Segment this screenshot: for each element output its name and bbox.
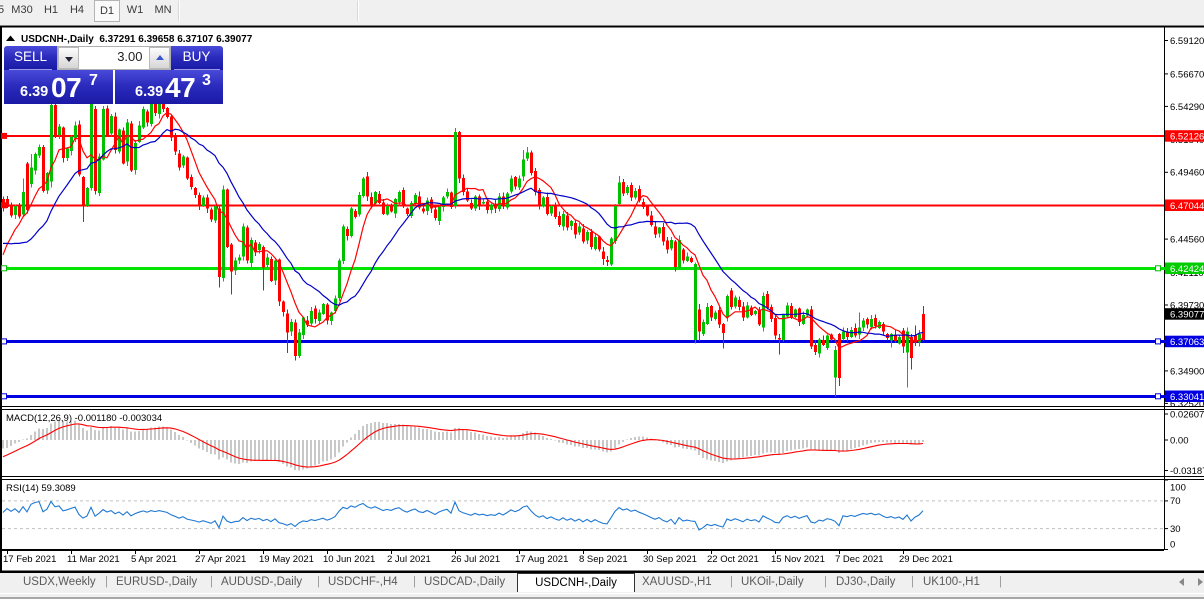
svg-text:7 Dec 2021: 7 Dec 2021 <box>835 554 884 565</box>
svg-text:30 Sep 2021: 30 Sep 2021 <box>643 554 697 565</box>
svg-text:6.37063: 6.37063 <box>1170 337 1204 348</box>
svg-text:-0.03187: -0.03187 <box>1170 466 1204 477</box>
svg-text:6.42424: 6.42424 <box>1170 264 1204 275</box>
svg-text:11 Mar 2021: 11 Mar 2021 <box>67 554 120 565</box>
svg-text:6.49460: 6.49460 <box>1170 168 1204 179</box>
svg-text:6.33041: 6.33041 <box>1170 392 1204 403</box>
svg-text:27 Apr 2021: 27 Apr 2021 <box>195 554 246 565</box>
svg-text:10 Jun 2021: 10 Jun 2021 <box>323 554 375 565</box>
svg-text:17 Feb 2021: 17 Feb 2021 <box>3 554 56 565</box>
svg-text:0: 0 <box>1170 539 1175 550</box>
svg-text:6.44560: 6.44560 <box>1170 235 1204 246</box>
svg-text:26 Jul 2021: 26 Jul 2021 <box>451 554 500 565</box>
svg-text:6.47044: 6.47044 <box>1170 201 1204 212</box>
svg-text:6.39730: 6.39730 <box>1170 300 1204 311</box>
svg-text:6.34900: 6.34900 <box>1170 366 1204 377</box>
svg-text:29 Dec 2021: 29 Dec 2021 <box>899 554 953 565</box>
svg-text:8 Sep 2021: 8 Sep 2021 <box>579 554 628 565</box>
svg-text:MACD(12,26,9) -0.001180 -0.003: MACD(12,26,9) -0.001180 -0.003034 <box>6 413 162 424</box>
svg-text:0.00: 0.00 <box>1170 435 1189 446</box>
svg-text:17 Aug 2021: 17 Aug 2021 <box>515 554 568 565</box>
svg-text:6.56670: 6.56670 <box>1170 69 1204 80</box>
svg-text:USDCNH-,Daily 6.37291 6.39658: USDCNH-,Daily 6.37291 6.39658 6.37107 6.… <box>21 34 253 45</box>
svg-text:22 Oct 2021: 22 Oct 2021 <box>707 554 759 565</box>
svg-text:6.54290: 6.54290 <box>1170 102 1204 113</box>
svg-text:6.32520: 6.32520 <box>1170 399 1204 410</box>
svg-text:2 Jul 2021: 2 Jul 2021 <box>387 554 431 565</box>
svg-text:15 Nov 2021: 15 Nov 2021 <box>771 554 825 565</box>
svg-text:0.02607: 0.02607 <box>1170 409 1204 420</box>
svg-text:5 Apr 2021: 5 Apr 2021 <box>131 554 177 565</box>
svg-text:6.39077: 6.39077 <box>1170 310 1204 321</box>
svg-text:19 May 2021: 19 May 2021 <box>259 554 314 565</box>
svg-text:RSI(14) 59.3089: RSI(14) 59.3089 <box>6 483 76 494</box>
svg-text:100: 100 <box>1170 482 1186 493</box>
svg-text:30: 30 <box>1170 524 1181 535</box>
svg-text:6.59120: 6.59120 <box>1170 36 1204 47</box>
svg-text:70: 70 <box>1170 496 1181 507</box>
svg-text:6.52126: 6.52126 <box>1170 132 1204 143</box>
